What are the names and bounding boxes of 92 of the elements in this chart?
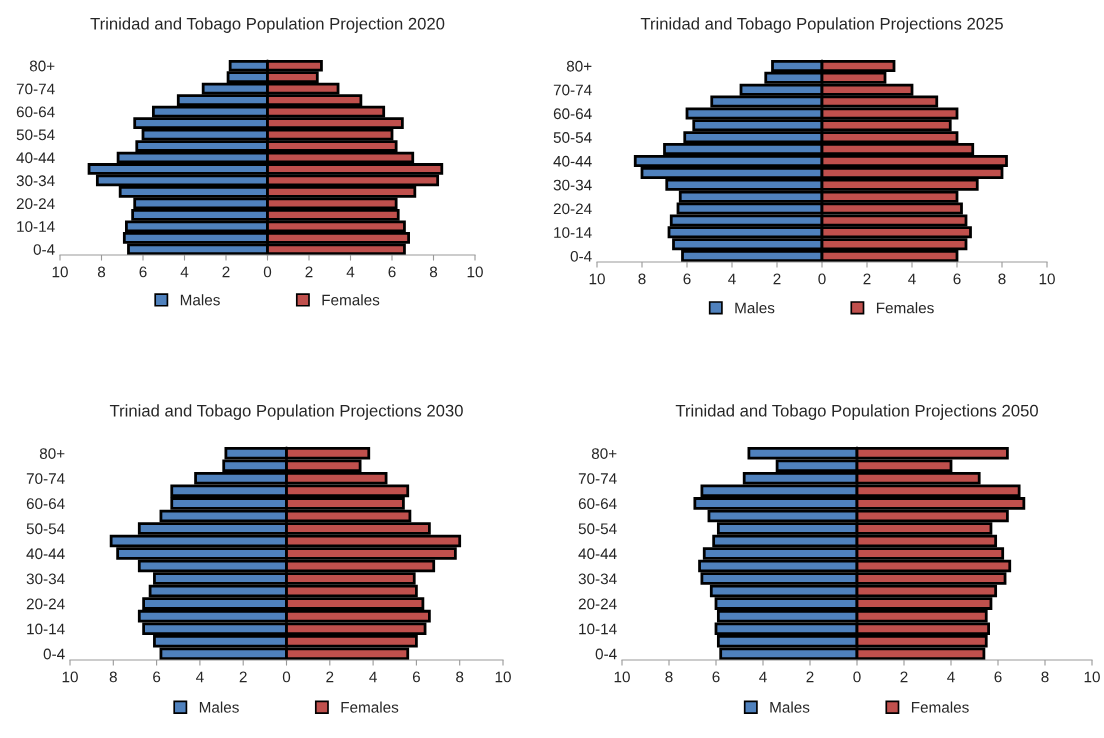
x-tick-label: 6 [153,671,161,683]
y-tick-label: 70-74 [578,473,617,485]
x-tick-label: 2 [900,671,908,683]
x-tick-label: 6 [412,671,420,683]
x-tick-label: 8 [456,671,464,683]
x-tick-label: 4 [947,671,955,683]
y-tick-label: 80+ [566,60,592,72]
legend-label: Males [735,302,775,314]
x-tick-label: 4 [728,273,736,285]
x-tick-label: 2 [305,266,313,278]
x-tick-label: 0 [282,671,291,683]
y-tick-label: 40-44 [26,548,65,560]
chart-title: Triniad and Tobago Population Projections 2030 [109,404,463,420]
x-tick-label: 8 [429,266,438,278]
y-tick-label: 20-24 [26,598,65,610]
x-tick-label: 6 [953,273,961,285]
y-tick-label: 10-14 [554,227,592,238]
y-tick-label: 70-74 [26,473,65,485]
x-tick-label: 2 [773,273,781,285]
y-tick-label: 40-44 [578,548,617,560]
x-tick-label: 6 [139,266,147,278]
y-tick-label: 60-64 [578,498,617,510]
y-tick-label: 80+ [29,60,55,72]
legend-label: Females [911,701,969,713]
y-tick-label: 0-4 [33,244,55,255]
y-tick-label: 20-24 [578,598,617,610]
x-tick-label: 10 [589,273,605,285]
x-tick-label: 4 [908,273,916,285]
y-tick-label: 0-4 [570,250,592,262]
x-tick-label: 10 [1039,273,1055,285]
x-tick-label: 8 [1041,671,1049,683]
y-tick-label: 30-34 [553,179,592,191]
x-tick-label: 4 [346,266,355,278]
x-tick-label: 10 [1084,671,1100,683]
x-tick-label: 2 [326,671,334,683]
y-tick-label: 0-4 [595,648,617,660]
chart-title: Trinidad and Tobago Population Projections 2050 [675,404,1038,420]
legend-label: Females [341,701,399,713]
y-tick-label: 50-54 [578,523,617,535]
x-tick-label: 4 [369,671,377,683]
x-tick-label: 4 [180,266,189,278]
y-tick-label: 70-74 [553,84,592,96]
y-tick-label: 60-64 [553,108,592,120]
y-tick-label: 50-54 [26,523,65,535]
legend-label: Females [876,302,934,314]
y-tick-label: 50-54 [16,129,55,141]
y-tick-label: 50-54 [553,132,592,143]
y-tick-label: 10-14 [579,623,617,635]
y-tick-label: 10-14 [17,221,55,233]
y-tick-label: 60-64 [26,498,65,510]
y-tick-label: 70-74 [16,83,55,95]
chart-title: Trinidad and Tobago Population Projection 2020 [90,17,445,33]
legend-label: Males [199,701,239,713]
x-tick-label: 6 [683,273,691,285]
x-tick-label: 2 [806,671,814,683]
x-tick-label: 2 [222,266,230,278]
x-tick-label: 4 [196,671,204,683]
x-tick-label: 8 [998,273,1006,285]
x-tick-label: 4 [759,671,767,683]
x-tick-label: 0 [263,266,272,278]
x-tick-label: 8 [665,671,673,683]
y-tick-label: 20-24 [16,198,55,210]
y-tick-label: 40-44 [553,155,592,167]
legend-label: Males [180,294,220,306]
x-tick-label: 2 [863,273,871,285]
y-tick-label: 10-14 [27,623,65,635]
y-tick-label: 80+ [591,448,617,459]
y-tick-label: 30-34 [16,175,55,187]
chart-title: Trinidad and Tobago Population Projections 2025 [640,17,1003,33]
legend-label: Males [770,701,810,713]
y-tick-label: 30-34 [26,573,65,585]
x-tick-label: 10 [467,266,483,278]
x-tick-label: 8 [97,266,106,278]
y-tick-label: 40-44 [16,152,55,164]
x-tick-label: 8 [638,273,646,285]
x-tick-label: 10 [62,671,78,683]
y-tick-label: 30-34 [578,573,617,585]
y-tick-label: 0-4 [43,648,65,660]
x-tick-label: 2 [239,671,247,683]
x-tick-label: 0 [853,671,861,683]
legend-label: Females [322,294,380,306]
y-tick-label: 80+ [39,448,65,459]
x-tick-label: 8 [109,671,117,683]
x-tick-label: 6 [994,671,1002,683]
x-tick-label: 10 [614,671,630,683]
y-tick-label: 60-64 [16,106,55,118]
y-tick-label: 20-24 [553,203,592,215]
x-tick-label: 6 [388,266,396,278]
x-tick-label: 6 [712,671,720,683]
x-tick-label: 0 [818,273,826,285]
x-tick-label: 10 [52,266,68,278]
x-tick-label: 10 [495,671,511,683]
